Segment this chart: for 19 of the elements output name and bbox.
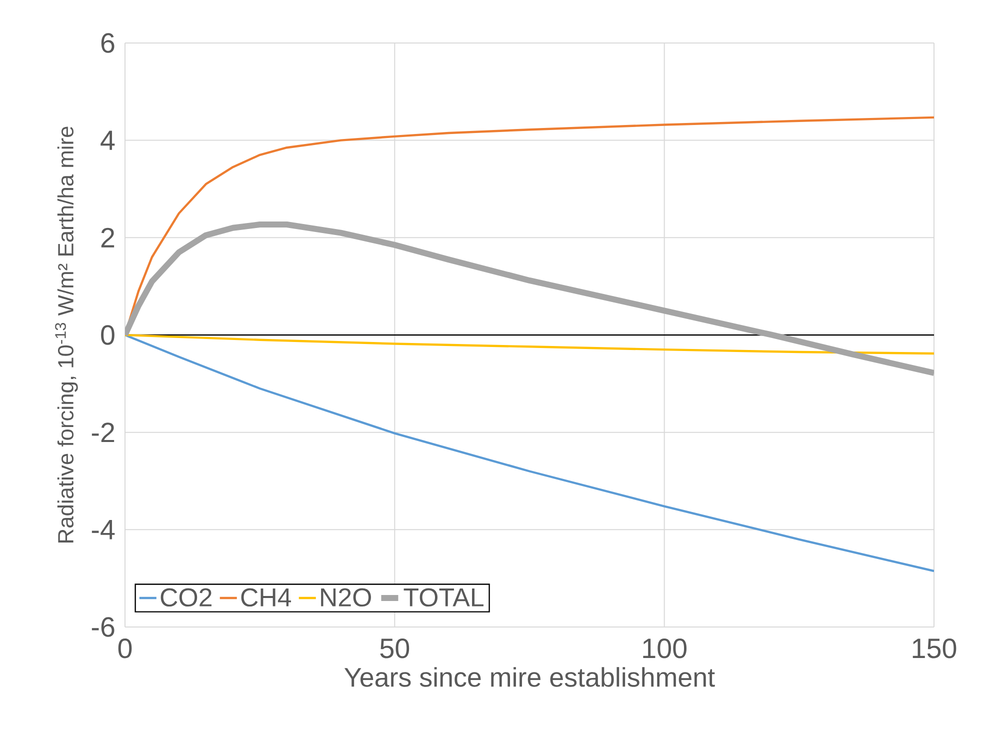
line-series [125, 334, 934, 355]
y-tick-label: -2 [92, 422, 114, 442]
y-axis-title: Radiative forcing, 10$^{-13}$ W/m² Earth/ha mire [55, 126, 78, 542]
line-series [125, 334, 934, 572]
x-axis-title: Years since mire establishment [344, 667, 715, 687]
y-tick-label: 2 [101, 228, 114, 248]
legend-label: CH4 [241, 588, 292, 607]
x-tick-label: 100 [643, 638, 687, 658]
y-tick-label: 4 [100, 130, 115, 150]
y-tick-label: 6 [101, 33, 114, 53]
legend-label: N2O [321, 588, 371, 607]
y-tick-label: -4 [92, 520, 115, 540]
y-tick-label: -6 [92, 617, 114, 637]
x-tick-label: 150 [912, 638, 956, 658]
x-tick-label: 50 [380, 638, 410, 658]
x-tick-label: 0 [118, 638, 132, 658]
legend-label: TOTAL [404, 588, 484, 607]
legend-label: CO2 [160, 588, 212, 607]
y-tick-label: 0 [101, 325, 114, 345]
